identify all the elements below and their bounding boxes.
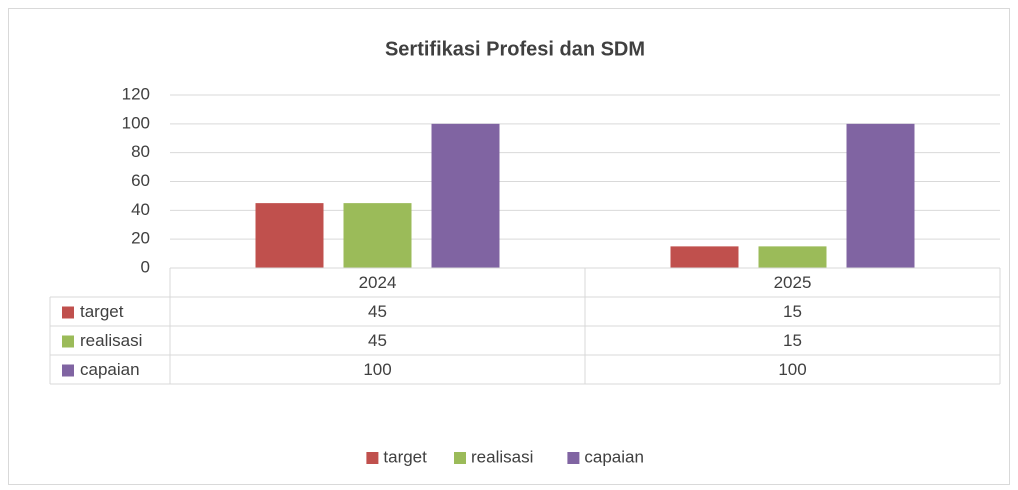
- legend-label: target: [383, 447, 427, 466]
- bar: [431, 123, 500, 268]
- table-row-label: target: [80, 302, 124, 321]
- x-tick-label: 2025: [774, 273, 812, 292]
- y-tick-label: 80: [131, 142, 150, 161]
- table-cell: 15: [783, 331, 802, 350]
- table-row-label: capaian: [80, 360, 140, 379]
- chart-title: Sertifikasi Profesi dan SDM: [385, 38, 645, 60]
- table-legend-key: [62, 335, 74, 348]
- table-cell: 45: [368, 331, 387, 350]
- table-cell: 45: [368, 302, 387, 321]
- bar: [758, 246, 827, 268]
- legend-label: realisasi: [471, 447, 533, 466]
- legend-label: capaian: [584, 447, 644, 466]
- x-tick-label: 2024: [359, 273, 397, 292]
- y-tick-label: 20: [131, 229, 150, 248]
- table-cell: 100: [778, 360, 806, 379]
- y-tick-label: 100: [122, 113, 150, 132]
- y-tick-label: 40: [131, 200, 150, 219]
- table-legend-key: [62, 306, 74, 319]
- bar: [343, 203, 412, 268]
- legend-key: [567, 452, 580, 464]
- bar: [255, 203, 324, 268]
- table-row-label: realisasi: [80, 331, 142, 350]
- legend-key: [454, 452, 466, 464]
- y-tick-label: 0: [141, 257, 150, 276]
- legend-key: [366, 452, 379, 464]
- bar: [670, 246, 739, 268]
- table-cell: 15: [783, 302, 802, 321]
- y-tick-label: 60: [131, 171, 150, 190]
- table-cell: 100: [363, 360, 391, 379]
- bar: [846, 123, 915, 268]
- table-legend-key: [62, 364, 74, 377]
- y-tick-label: 120: [122, 84, 150, 103]
- chart-border: [8, 8, 1010, 485]
